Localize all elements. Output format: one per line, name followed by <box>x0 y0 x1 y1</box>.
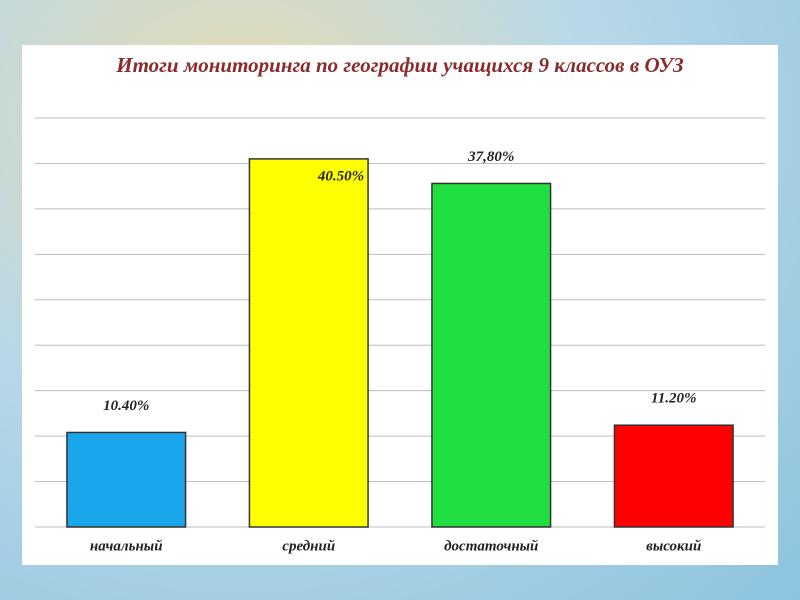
bar <box>613 424 734 528</box>
x-tick-label: высокий <box>646 538 701 554</box>
value-label: 40.50% <box>317 168 364 184</box>
value-label: 10.40% <box>103 398 149 414</box>
value-label: 11.20% <box>651 391 696 407</box>
bar <box>66 431 187 528</box>
x-tick-label: начальный <box>90 538 163 554</box>
value-label: 37,80% <box>467 149 514 165</box>
chart-title: Итоги мониторинга по географии учащихся … <box>116 53 684 77</box>
x-tick-label: достаточный <box>444 538 538 554</box>
bar <box>431 182 552 528</box>
x-tick-label: средний <box>282 538 335 554</box>
bar <box>248 158 369 528</box>
